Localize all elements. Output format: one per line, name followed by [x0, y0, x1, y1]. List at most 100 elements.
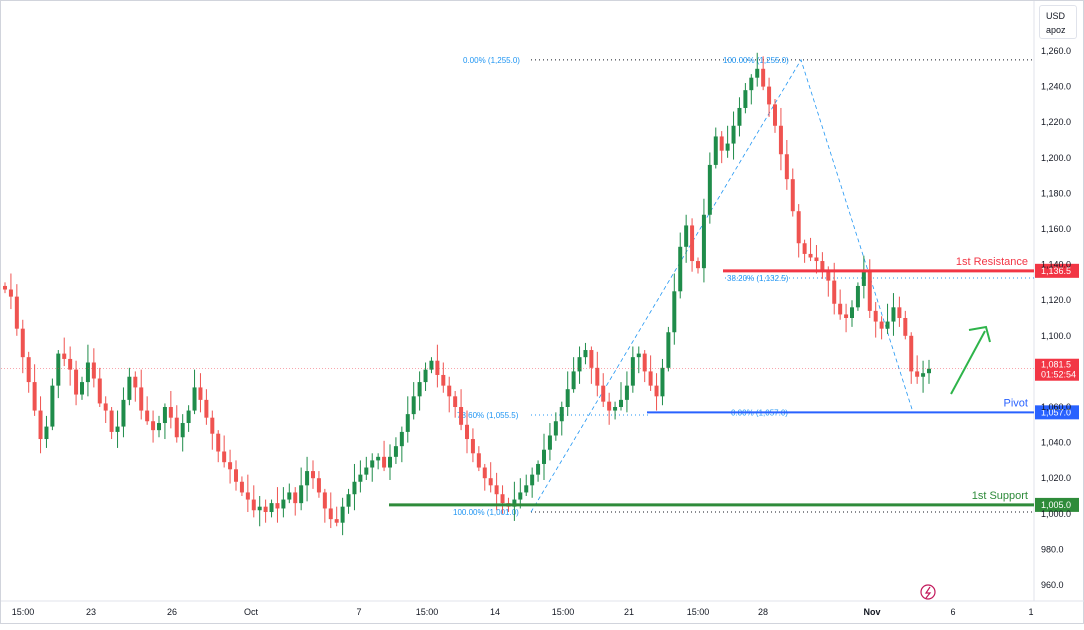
candle-body	[873, 310, 878, 322]
time-axis[interactable]: 15:00 23 26 Oct 7 15:00 14 15:00 21 15:00 28 Nov 6 1	[12, 607, 1034, 617]
candle-body	[921, 373, 926, 377]
x-tick-label: Nov	[863, 607, 880, 617]
candle-body	[909, 335, 914, 372]
support-resistance-levels: 1st Resistance 1,136.5 Pivot 1,057.0 1st Sup…	[389, 256, 1079, 512]
candle-body	[168, 407, 173, 418]
candle-body	[808, 253, 813, 258]
candle-body	[251, 499, 256, 511]
candle-body	[536, 463, 541, 475]
candle-body	[773, 104, 777, 126]
candle-body	[334, 519, 339, 523]
candle-body	[518, 492, 523, 500]
candle-body	[447, 385, 452, 397]
candle-body	[97, 378, 102, 404]
fib-level-label: 78.60% (1,055.5)	[457, 411, 519, 420]
level-price-badge	[1035, 263, 1079, 278]
candle-body	[204, 399, 209, 418]
candle-body	[814, 257, 819, 262]
annotations: 1,081.501:52:54	[1, 358, 1079, 381]
candle-body	[696, 261, 700, 269]
fib-level-label: 100.00% (1,001.0)	[453, 508, 519, 517]
level-name: 1st Resistance	[956, 256, 1028, 268]
candle-body	[903, 318, 908, 336]
candle-body	[666, 332, 671, 368]
candle-body	[713, 136, 718, 165]
candle-body	[346, 494, 351, 507]
candle-body	[269, 503, 274, 513]
candle-body	[370, 460, 375, 468]
candle-body	[340, 506, 345, 523]
x-tick-label: 6	[950, 607, 955, 617]
lightning-icon[interactable]	[920, 584, 936, 600]
candle-body	[867, 271, 872, 311]
candle-body	[861, 271, 866, 286]
candle-body	[435, 360, 440, 375]
candle-body	[891, 307, 896, 322]
candle-body	[157, 423, 161, 431]
candle-body	[281, 499, 286, 509]
current-price-badge	[1035, 358, 1079, 381]
candle-body	[832, 280, 837, 304]
level-price-label: 1,057.0	[1041, 407, 1071, 417]
currency-selector[interactable]: USD apoz	[1039, 5, 1077, 39]
candle-body	[542, 449, 546, 464]
candle-body	[630, 357, 635, 386]
candle-body	[56, 353, 61, 386]
candle-body	[109, 410, 114, 432]
candle-body	[14, 296, 19, 329]
candle-body	[239, 481, 244, 493]
candle-body	[749, 77, 754, 91]
candle-body	[672, 291, 677, 333]
x-tick-label: 1	[1028, 607, 1033, 617]
x-tick-label: Oct	[244, 607, 259, 617]
candle-body	[388, 456, 392, 468]
candle-body	[684, 225, 689, 247]
y-tick-label: 1,220.0	[1041, 117, 1071, 127]
y-tick-label: 1,060.0	[1041, 402, 1071, 412]
candle-body	[850, 307, 854, 318]
candle-body	[151, 421, 156, 431]
candle-body	[352, 481, 357, 495]
candle-body	[228, 462, 233, 470]
level-price-badge	[1035, 405, 1079, 420]
candle-body	[411, 396, 416, 415]
candle-body	[257, 506, 262, 511]
candle-body	[245, 492, 250, 500]
level-name: 1st Support	[972, 490, 1028, 502]
candle-body	[222, 451, 227, 463]
candle-body	[8, 289, 13, 297]
candle-body	[80, 382, 84, 395]
price-axis[interactable]: 1,260.0 1,240.0 1,220.0 1,200.0 1,180.0 1,160…	[1041, 46, 1071, 590]
candle-body	[500, 494, 505, 504]
candle-body	[145, 410, 150, 422]
candle-body	[311, 471, 315, 479]
candle-body	[62, 353, 67, 359]
candle-body	[465, 424, 469, 440]
candle-body	[547, 435, 552, 450]
candle-body	[678, 246, 683, 292]
candle-body	[216, 433, 221, 452]
candle-body	[607, 401, 612, 411]
x-tick-label: 15:00	[687, 607, 710, 617]
candle-body	[74, 369, 79, 395]
candle-body	[583, 350, 588, 358]
candle-body	[50, 385, 55, 427]
candle-body	[559, 407, 564, 422]
candle-body	[553, 421, 558, 436]
candle-body	[186, 410, 191, 424]
candle-body	[91, 362, 96, 379]
fib-level-label: 0.00% (1,255.0)	[463, 56, 520, 65]
candle-body	[287, 492, 292, 500]
y-tick-label: 1,160.0	[1041, 224, 1071, 234]
candle-body	[690, 225, 695, 262]
candle-body	[180, 423, 185, 438]
candle-body	[322, 492, 327, 509]
candle-body	[512, 499, 517, 507]
candle-body	[601, 385, 606, 402]
candle-body	[488, 478, 493, 486]
candle-body	[68, 358, 73, 370]
candle-body	[399, 431, 404, 447]
x-tick-label: 15:00	[12, 607, 35, 617]
candle-body	[192, 387, 197, 411]
